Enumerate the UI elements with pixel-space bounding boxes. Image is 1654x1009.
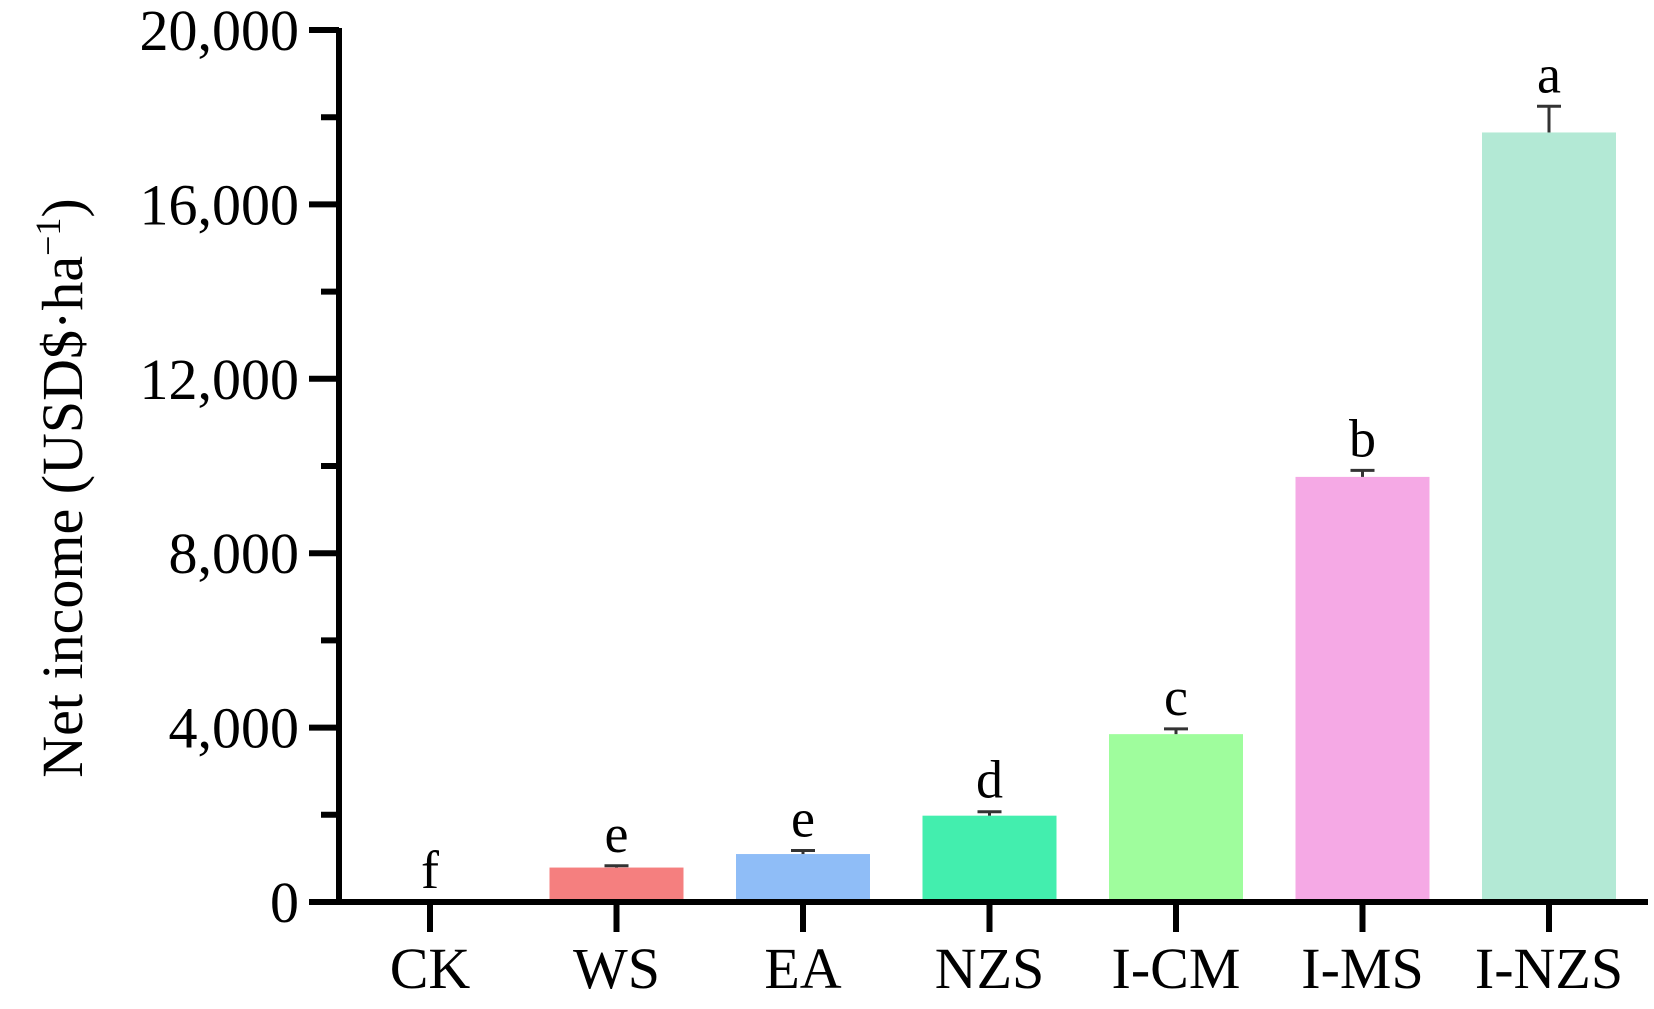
error-bar-i-cm [1164, 727, 1188, 735]
y-tick-labels-layer: 0 4,000 8,000 12,000 16,000 20,000 [140, 0, 300, 935]
bar-ea [736, 854, 870, 902]
bar-i-cm [1109, 734, 1243, 902]
significance-label-ws: e [605, 804, 629, 864]
x-tick-label-i-ms: I-MS [1301, 936, 1423, 1001]
error-bar-i-nzs [1537, 104, 1561, 133]
x-tick-label-i-cm: I-CM [1112, 936, 1241, 1001]
significance-label-i-cm: c [1164, 667, 1188, 727]
x-tick-label-ea: EA [764, 936, 841, 1001]
y-axis-label-superscript: −1 [28, 218, 68, 256]
x-tick-label-i-nzs: I-NZS [1475, 936, 1623, 1001]
y-tick-label: 20,000 [140, 0, 300, 63]
error-bar-ws [604, 864, 629, 868]
x-tick-labels-layer: CK WS EA NZS I-CM I-MS I-NZS [390, 936, 1623, 1001]
y-tick-label: 4,000 [169, 696, 300, 761]
axes-layer [309, 27, 1648, 932]
y-tick-label: 16,000 [140, 172, 300, 237]
significance-label-ck: f [421, 840, 439, 900]
bar-nzs [922, 815, 1057, 902]
significance-label-nzs: d [976, 750, 1003, 810]
error-bar-ea [791, 849, 815, 855]
y-axis-label: Net income (USD$·ha−1) [28, 198, 95, 778]
significance-labels-layer: f e e d c b a [421, 44, 1561, 900]
bar-i-ms [1295, 476, 1430, 902]
x-tick-label-ck: CK [390, 936, 471, 1001]
bars-layer [549, 132, 1616, 902]
significance-label-i-nzs: a [1537, 44, 1561, 104]
y-tick-label: 12,000 [140, 347, 300, 412]
error-bars-layer [604, 104, 1561, 868]
x-tick-label-nzs: NZS [935, 936, 1045, 1001]
y-axis-label-close: ) [30, 198, 95, 217]
bar-ws [549, 867, 684, 902]
error-bar-nzs [977, 810, 1002, 816]
y-tick-label: 0 [270, 870, 299, 935]
error-bar-i-ms [1350, 468, 1375, 477]
bar-i-nzs [1482, 132, 1616, 902]
x-tick-label-ws: WS [573, 936, 660, 1001]
significance-label-ea: e [791, 789, 815, 849]
y-tick-label: 8,000 [169, 521, 300, 586]
significance-label-i-ms: b [1349, 408, 1376, 468]
y-axis-label-main: Net income (USD$·ha [30, 256, 95, 778]
